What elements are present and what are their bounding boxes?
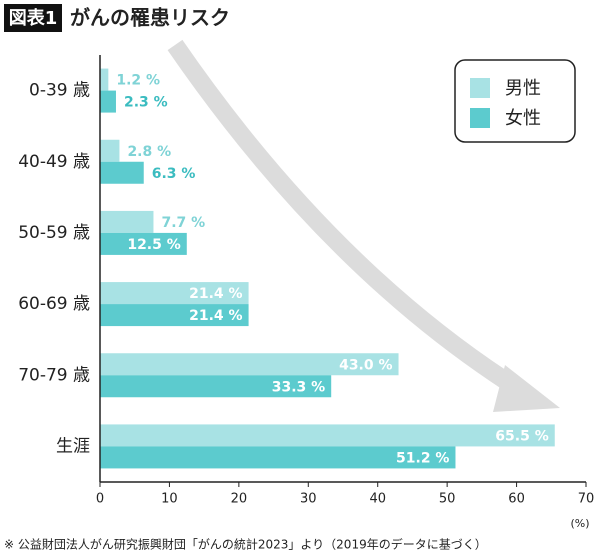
y-tick-label: 60-69 歳	[18, 294, 90, 314]
bar	[100, 139, 120, 162]
legend-label: 男性	[505, 78, 541, 99]
value-label: 7.7 %	[161, 215, 205, 231]
bar	[100, 161, 144, 184]
bar	[100, 68, 109, 91]
y-tick-label: 0-39 歳	[29, 81, 90, 101]
legend-swatch	[470, 108, 490, 128]
value-label: 51.2 %	[396, 450, 449, 466]
chart-title: がんの罹患リスク	[70, 6, 230, 30]
x-tick-label: 30	[300, 492, 317, 507]
value-label: 2.3 %	[124, 95, 168, 111]
bar	[100, 90, 116, 113]
y-tick-label: 50-59 歳	[18, 223, 90, 243]
value-label: 21.4 %	[189, 286, 242, 302]
value-label: 6.3 %	[152, 166, 196, 182]
trend-arrow	[167, 39, 525, 398]
bar	[100, 304, 249, 327]
value-label: 43.0 %	[339, 357, 392, 373]
value-label: 21.4 %	[189, 308, 242, 324]
bar	[100, 232, 187, 255]
title-badge: 図表1	[9, 7, 58, 29]
footnote: ※ 公益財団法人がん研究振興財団「がんの統計2023」より（2019年のデータに…	[4, 537, 487, 552]
value-label: 65.5 %	[495, 428, 548, 444]
bar	[100, 353, 399, 376]
x-tick-label: 0	[96, 492, 104, 507]
legend-box	[454, 59, 576, 143]
bar	[100, 210, 154, 233]
bar	[100, 375, 332, 398]
y-tick-label: 生涯	[56, 436, 90, 456]
title-badge-bg	[4, 4, 62, 32]
x-tick-label: 60	[508, 492, 525, 507]
trend-arrow-head	[493, 365, 560, 412]
x-tick-label: 20	[231, 492, 248, 507]
x-tick-label: 50	[439, 492, 456, 507]
value-label: 1.2 %	[116, 73, 160, 89]
x-axis-label: (%)	[570, 517, 589, 530]
legend-label: 女性	[505, 108, 541, 129]
bar	[100, 424, 555, 447]
legend-swatch	[470, 78, 490, 98]
value-label: 2.8 %	[127, 144, 171, 160]
x-tick-label: 40	[369, 492, 386, 507]
bar	[100, 446, 456, 469]
value-label: 12.5 %	[127, 237, 180, 253]
x-tick-label: 10	[161, 492, 178, 507]
y-tick-label: 70-79 歳	[18, 365, 90, 385]
y-tick-label: 40-49 歳	[18, 152, 90, 172]
value-label: 33.3 %	[272, 379, 325, 395]
x-tick-label: 70	[578, 492, 595, 507]
bar	[100, 282, 249, 305]
